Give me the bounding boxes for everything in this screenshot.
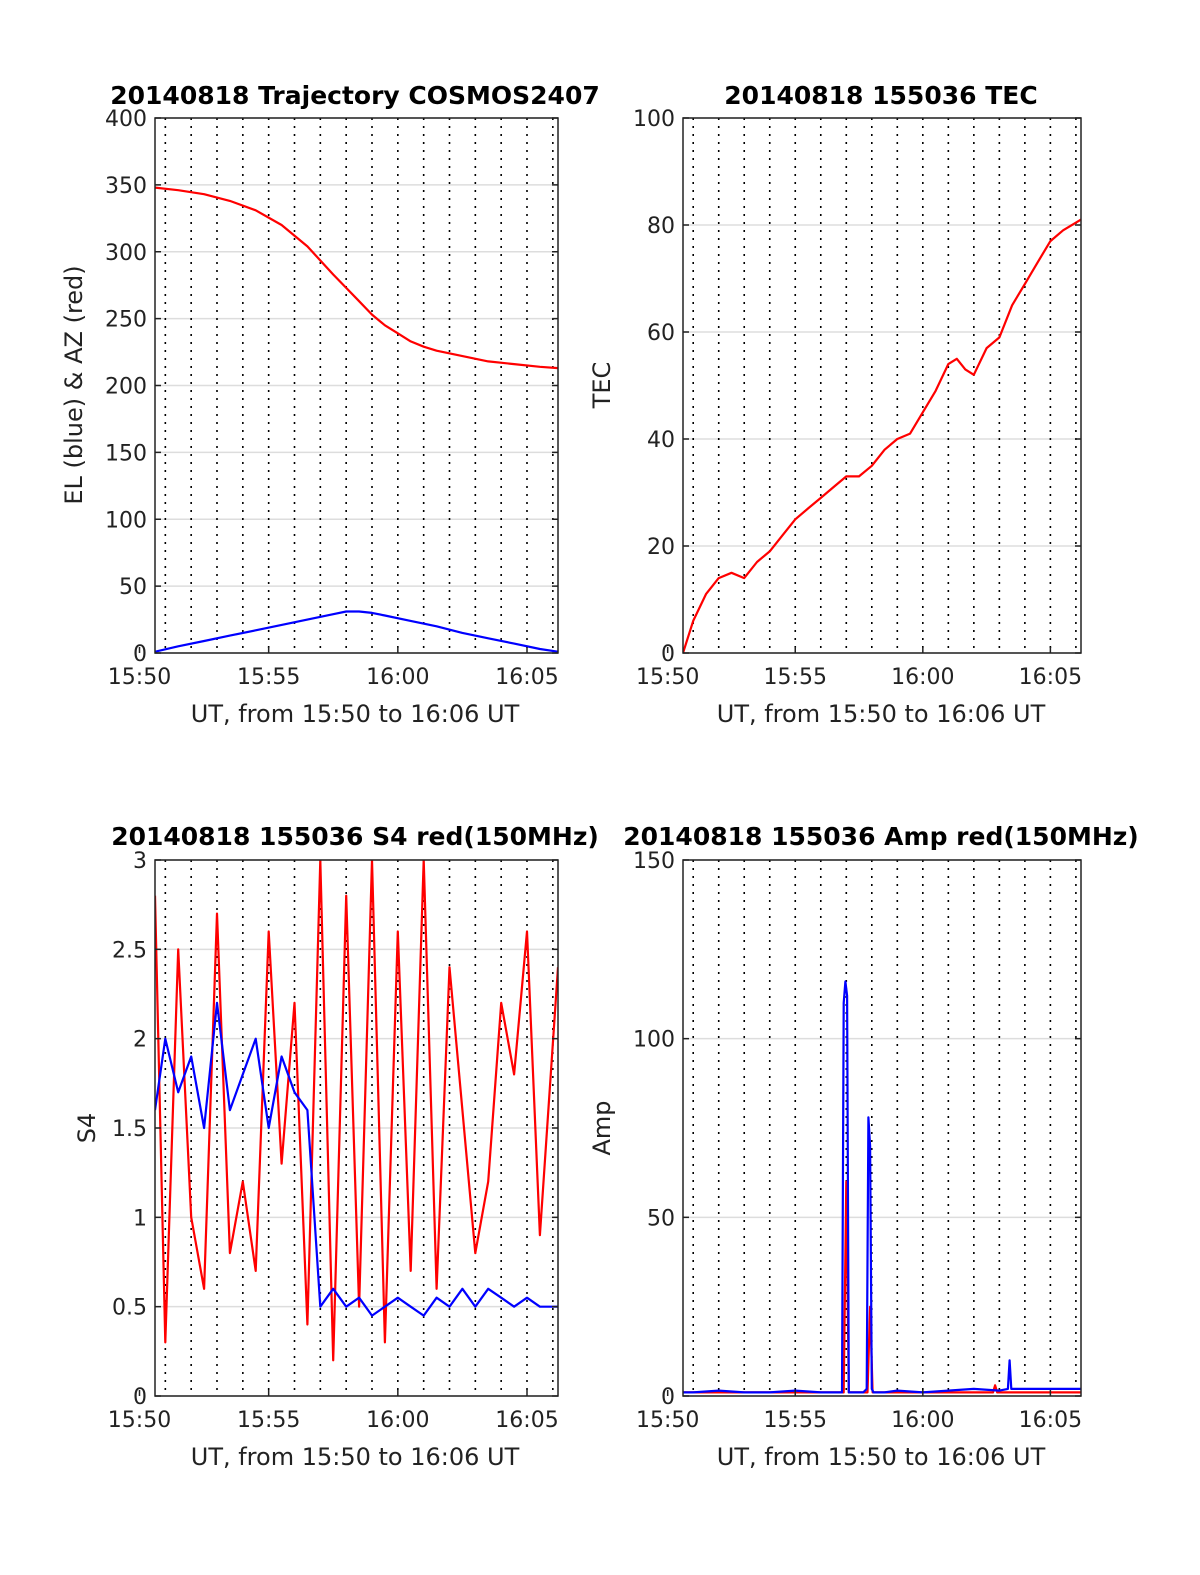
- tec-panel: 20140818 155036 TEC TEC UT, from 15:50 t…: [588, 81, 1082, 728]
- tec-ytick-label-1: 20: [647, 535, 675, 560]
- tec-series-0-line: [683, 218, 1081, 653]
- s4-xtick-label-3: 16:05: [495, 1408, 558, 1433]
- traj-ytick-label-8: 400: [105, 107, 147, 132]
- trajectory-ylabel: EL (blue) & AZ (red): [60, 265, 88, 504]
- s4-ytick-label-0: 0: [133, 1385, 147, 1410]
- s4-ytick-label-3: 1.5: [112, 1117, 147, 1142]
- traj-ytick-label-0: 0: [133, 642, 147, 667]
- trajectory-title: 20140818 Trajectory COSMOS2407: [110, 81, 600, 110]
- s4-panel: 20140818 155036 S4 red(150MHz) S4 UT, fr…: [73, 822, 599, 1471]
- amp-xtick-label-2: 16:00: [891, 1408, 954, 1433]
- s4-xtick-label-0: 15:50: [108, 1408, 171, 1433]
- s4-xlabel: UT, from 15:50 to 16:06 UT: [191, 1443, 520, 1471]
- tec-xtick-label-2: 16:00: [891, 665, 954, 690]
- s4-ytick-label-1: 0.5: [112, 1296, 147, 1321]
- trajectory-xlabel: UT, from 15:50 to 16:06 UT: [191, 700, 520, 728]
- tec-ytick-label-4: 80: [647, 214, 675, 239]
- traj-series-1-line: [155, 610, 558, 653]
- amp-panel: 20140818 155036 Amp red(150MHz) Amp UT, …: [588, 822, 1139, 1471]
- traj-series-0-line: [155, 186, 558, 370]
- traj-xtick-label-1: 15:55: [237, 665, 300, 690]
- s4-ytick-label-6: 3: [133, 849, 147, 874]
- tec-xtick-label-1: 15:55: [764, 665, 827, 690]
- traj-xtick-label-2: 16:00: [366, 665, 429, 690]
- s4-title: 20140818 155036 S4 red(150MHz): [111, 822, 599, 851]
- tec-ytick-label-0: 0: [661, 642, 675, 667]
- s4-xtick-label-1: 15:55: [237, 1408, 300, 1433]
- amp-ytick-label-2: 100: [633, 1028, 675, 1053]
- traj-ytick-label-1: 50: [119, 575, 147, 600]
- amp-ylabel: Amp: [588, 1100, 616, 1155]
- amp-xtick-label-3: 16:05: [1019, 1408, 1082, 1433]
- amp-axes-box: [682, 859, 1082, 1397]
- tec-ylabel: TEC: [588, 362, 616, 410]
- tec-axes-box: [682, 117, 1082, 654]
- amp-xtick-label-1: 15:55: [764, 1408, 827, 1433]
- amp-series-1-line: [683, 980, 1081, 1394]
- amp-ytick-label-0: 0: [661, 1385, 675, 1410]
- amp-xtick-label-0: 15:50: [636, 1408, 699, 1433]
- s4-xtick-label-2: 16:00: [366, 1408, 429, 1433]
- amp-title: 20140818 155036 Amp red(150MHz): [623, 822, 1139, 851]
- amp-xlabel: UT, from 15:50 to 16:06 UT: [717, 1443, 1046, 1471]
- traj-ytick-label-7: 350: [105, 174, 147, 199]
- tec-ytick-label-5: 100: [633, 107, 675, 132]
- tec-ytick-label-2: 40: [647, 428, 675, 453]
- s4-ytick-label-4: 2: [133, 1028, 147, 1053]
- amp-ytick-label-3: 150: [633, 849, 675, 874]
- traj-xtick-label-0: 15:50: [108, 665, 171, 690]
- s4-series-0-line: [155, 860, 558, 1362]
- amp-ytick-label-1: 50: [647, 1206, 675, 1231]
- traj-ytick-label-5: 250: [105, 308, 147, 333]
- traj-ytick-label-2: 100: [105, 508, 147, 533]
- trajectory-panel: 20140818 Trajectory COSMOS2407 EL (blue)…: [60, 81, 600, 728]
- tec-title: 20140818 155036 TEC: [724, 81, 1037, 110]
- tec-ytick-label-3: 60: [647, 321, 675, 346]
- traj-xtick-label-3: 16:05: [495, 665, 558, 690]
- amp-series-0-line: [683, 1180, 1081, 1394]
- tec-xtick-label-3: 16:05: [1019, 665, 1082, 690]
- traj-ytick-label-3: 150: [105, 441, 147, 466]
- tec-xtick-label-0: 15:50: [636, 665, 699, 690]
- traj-ytick-label-4: 200: [105, 375, 147, 400]
- s4-series-1-line: [155, 1001, 558, 1317]
- s4-ytick-label-2: 1: [133, 1206, 147, 1231]
- s4-ylabel: S4: [73, 1113, 101, 1144]
- tec-xlabel: UT, from 15:50 to 16:06 UT: [717, 700, 1046, 728]
- traj-ytick-label-6: 300: [105, 241, 147, 266]
- s4-ytick-label-5: 2.5: [112, 938, 147, 963]
